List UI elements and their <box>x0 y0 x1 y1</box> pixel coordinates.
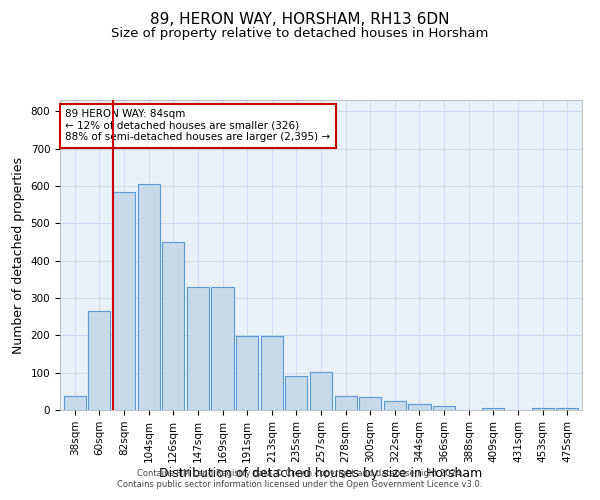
Text: Size of property relative to detached houses in Horsham: Size of property relative to detached ho… <box>112 28 488 40</box>
Bar <box>187 288 209 410</box>
X-axis label: Distribution of detached houses by size in Horsham: Distribution of detached houses by size … <box>160 468 482 480</box>
Bar <box>137 184 160 410</box>
Bar <box>556 408 578 410</box>
Bar <box>211 288 233 410</box>
Text: Contains public sector information licensed under the Open Government Licence v3: Contains public sector information licen… <box>118 480 482 489</box>
Bar <box>384 400 406 410</box>
Bar <box>310 372 332 410</box>
Bar <box>482 408 505 410</box>
Bar <box>409 404 431 410</box>
Text: Contains HM Land Registry data © Crown copyright and database right 2024.: Contains HM Land Registry data © Crown c… <box>137 468 463 477</box>
Bar <box>260 336 283 410</box>
Bar <box>335 396 357 410</box>
Bar <box>236 336 258 410</box>
Bar <box>64 396 86 410</box>
Bar <box>88 311 110 410</box>
Bar <box>162 242 184 410</box>
Bar <box>532 408 554 410</box>
Y-axis label: Number of detached properties: Number of detached properties <box>12 156 25 354</box>
Bar <box>113 192 135 410</box>
Text: 89 HERON WAY: 84sqm
← 12% of detached houses are smaller (326)
88% of semi-detac: 89 HERON WAY: 84sqm ← 12% of detached ho… <box>65 110 331 142</box>
Text: 89, HERON WAY, HORSHAM, RH13 6DN: 89, HERON WAY, HORSHAM, RH13 6DN <box>150 12 450 28</box>
Bar <box>359 397 382 410</box>
Bar <box>285 376 307 410</box>
Bar <box>433 406 455 410</box>
